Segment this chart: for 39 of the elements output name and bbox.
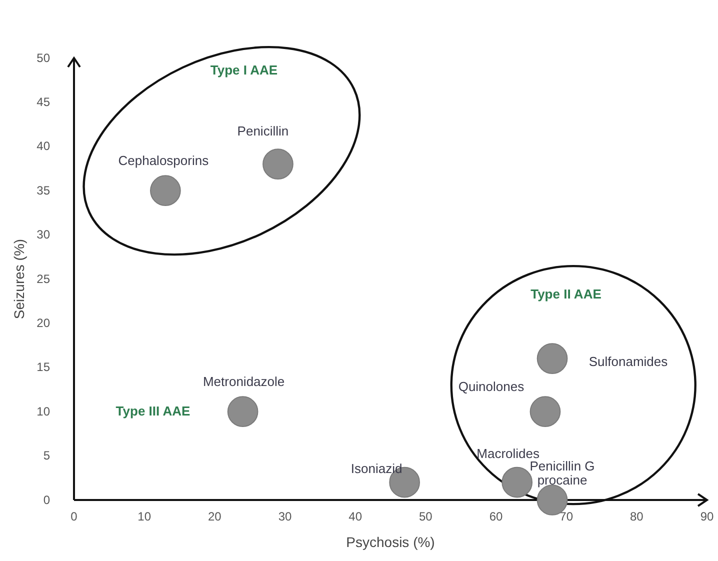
point <box>536 343 568 374</box>
annotation: Metronidazole <box>202 374 285 390</box>
x-tick-label: 10 <box>138 510 152 524</box>
annotation: Quinolones <box>458 379 525 394</box>
annotation: Macrolides <box>476 446 540 461</box>
annotation: Sulfonamides <box>588 354 668 370</box>
point <box>150 175 181 206</box>
y-tick-label: 25 <box>36 272 50 286</box>
x-tick-label: 60 <box>489 510 503 524</box>
y-tick-label: 0 <box>43 492 50 507</box>
x-tick-label: 70 <box>560 510 574 524</box>
x-tick-label: 0 <box>70 510 78 524</box>
x-tick-label: 90 <box>700 510 714 524</box>
y-tick-label: 35 <box>36 183 50 198</box>
y-tick-label: 30 <box>36 228 50 242</box>
y-tick-label: 5 <box>43 448 50 463</box>
x-tick-label: 40 <box>348 510 362 524</box>
y-tick-label: 40 <box>36 139 50 154</box>
y-tick-label: 20 <box>36 316 50 330</box>
point <box>227 396 258 427</box>
point <box>530 396 561 427</box>
y-tick-label: 10 <box>36 404 50 418</box>
x-axis-title: Psychosis (%) <box>346 534 435 550</box>
x-tick-label: 80 <box>630 510 644 524</box>
y-tick-label: 50 <box>36 50 50 65</box>
annotation: Type II AAE <box>530 286 602 302</box>
x-tick-label: 30 <box>278 510 292 524</box>
y-tick-label: 15 <box>36 360 50 374</box>
annotation: Penicillin <box>237 124 289 139</box>
annotation: Cephalosporins <box>118 153 210 168</box>
annotation: Type I AAE <box>210 62 278 78</box>
annotation: Penicillin G procaine <box>530 458 595 488</box>
point <box>262 148 294 180</box>
annotation: Type III AAE <box>116 404 191 419</box>
y-tick-label: 45 <box>36 95 50 110</box>
x-tick-label: 50 <box>418 510 433 524</box>
annotation: Isoniazid <box>350 460 402 476</box>
x-tick-label: 20 <box>208 510 222 524</box>
y-axis-title: Seizures (%) <box>11 238 27 320</box>
